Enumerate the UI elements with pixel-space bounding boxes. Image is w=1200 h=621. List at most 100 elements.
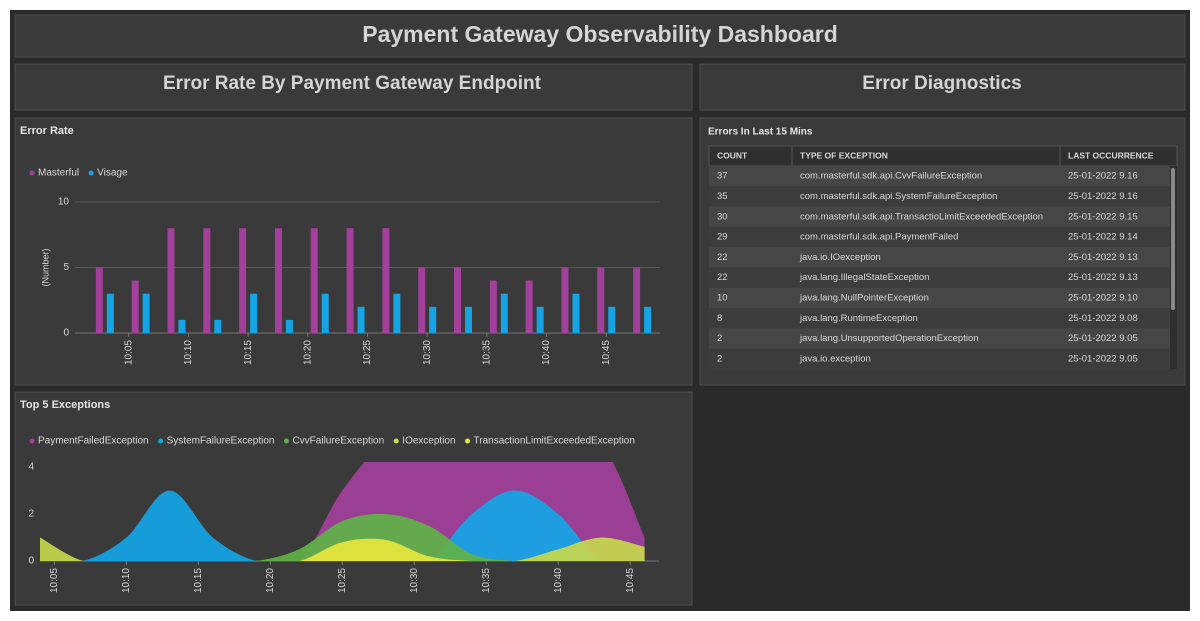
table-cell: 25-01-2022 9.14 [1068,232,1138,243]
y-tick-label: 10 [58,197,70,208]
y-axis-label: (Number) [40,248,50,286]
legend-label: SystemFailureException [167,436,275,447]
bar [644,306,652,333]
legend-marker [88,170,94,176]
table-cell: 22 [717,252,728,263]
legend-label: PaymentFailedException [38,436,149,447]
bar [536,306,544,333]
bar [274,228,282,333]
x-tick-label: 10:25 [337,568,348,593]
dashboard-title: Payment Gateway Observability Dashboard [362,21,838,47]
table-row [709,247,1170,268]
x-tick-label: 10:45 [625,568,636,593]
legend-label: Visage [97,168,128,179]
y-tick-label: 5 [63,262,69,273]
legend-marker [283,438,289,444]
table-cell: 25-01-2022 9.05 [1068,353,1138,364]
section-title: Error Rate By Payment Gateway Endpoint [163,73,542,94]
x-tick-label: 10:15 [243,340,254,365]
bar [285,319,293,333]
table-cell: 25-01-2022 9.13 [1068,252,1138,263]
bar [142,293,150,333]
bar [429,306,437,333]
table-cell: 25-01-2022 9.08 [1068,313,1138,324]
section-header [14,63,693,111]
table-cell: 30 [717,211,728,222]
table-row [709,226,1170,248]
bar [572,293,580,333]
table-cell: 22 [717,272,728,283]
table-cell: 25-01-2022 9.05 [1068,333,1138,344]
bar [393,293,401,333]
table-cell: com.masterful.sdk.api.TransactioLimitExc… [800,211,1043,222]
bar [321,293,329,333]
table-row [709,186,1170,207]
table-cell: java.io.IOexception [799,252,881,263]
x-tick-label: 10:10 [183,340,194,365]
table-cell: 10 [717,292,728,303]
legend-label: CvvFailureException [292,436,384,447]
legend-label: Masterful [38,168,79,179]
legend-label: IOexception [402,436,455,447]
bar [106,293,114,333]
scroll-thumb [1171,168,1175,311]
table-cell: 35 [717,191,728,202]
legend-label: TransactionLimitExceededException [474,436,635,447]
bar [597,267,605,333]
legend-marker [29,170,35,176]
legend-marker [465,438,471,444]
y-tick-label: 2 [28,509,34,520]
x-tick-label: 10:05 [49,568,60,593]
section-header [699,63,1186,111]
area [40,537,645,561]
table-cell: com.masterful.sdk.api.SystemFailureExcep… [800,191,997,202]
chart-title: Top 5 Exceptions [20,399,110,411]
table-cell: java.lang.RuntimeException [799,313,918,324]
table-title: Errors In Last 15 Mins [708,127,813,138]
column-header: COUNT [717,150,748,160]
bar [131,280,139,333]
area [40,513,645,561]
bar [561,267,569,333]
table-row [709,287,1170,309]
bar [178,319,186,333]
x-tick-label: 10:40 [541,340,552,365]
x-tick-label: 10:35 [482,340,493,365]
table-cell: 8 [717,313,722,324]
area [40,538,645,561]
table-cell: 29 [717,232,728,243]
y-tick-label: 4 [28,462,34,473]
table-cell: 25-01-2022 9.15 [1068,211,1138,222]
table-cell: com.masterful.sdk.api.CvvFailureExceptio… [800,171,982,182]
y-tick-label: 0 [63,328,69,339]
table-row [709,267,1170,288]
table-cell: 25-01-2022 9.16 [1068,171,1138,182]
x-tick-label: 10:30 [409,568,420,593]
x-tick-label: 10:40 [553,568,564,593]
table-row [709,348,1170,369]
bar [489,280,497,333]
table-cell: 25-01-2022 9.16 [1068,191,1138,202]
bar [525,280,533,333]
x-tick-label: 10:10 [121,568,132,593]
bar [310,228,318,333]
table-cell: java.lang.NullPointerException [799,292,929,303]
table-row [709,206,1170,227]
bar [203,228,211,333]
table-cell: 37 [717,171,728,182]
bar [250,293,258,333]
x-tick-label: 10:30 [422,340,433,365]
bar [346,228,354,333]
legend-marker [29,438,35,444]
table-row [709,328,1170,349]
bar [95,267,103,333]
bar [608,306,616,333]
table-cell: java.lang.UnsupportedOperationException [799,333,979,344]
bar [214,319,222,333]
x-tick-label: 10:05 [123,340,134,365]
column-header: TYPE OF EXCEPTION [800,150,888,160]
bar [465,306,473,333]
table-row [709,308,1170,329]
bar [357,306,365,333]
